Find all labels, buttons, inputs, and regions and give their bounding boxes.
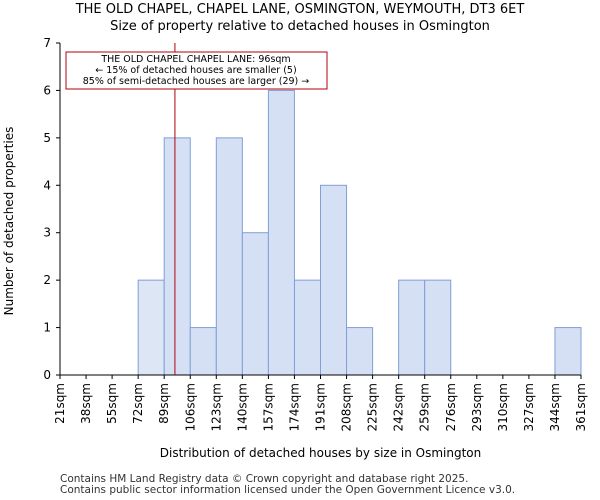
footer-copyright: Contains HM Land Registry data © Crown c… [60,473,469,485]
x-tick-label-72sqm: 72sqm [131,383,145,424]
x-tick-label-327sqm: 327sqm [522,383,536,431]
x-tick-label-344sqm: 344sqm [548,383,562,431]
bar-140sqm [241,232,269,376]
annotation-box [65,51,328,90]
x-tick-label-225sqm: 225sqm [366,383,380,431]
bar-259sqm [424,279,452,376]
y-tick-label-4: 4 [43,178,51,192]
x-tick-label-191sqm: 191sqm [314,383,328,431]
x-tick-label-174sqm: 174sqm [287,383,301,431]
x-tick-label-259sqm: 259sqm [418,383,432,431]
x-tick-label-361sqm: 361sqm [574,383,588,431]
chart-subtitle: Size of property relative to detached ho… [110,19,490,34]
x-tick-label-242sqm: 242sqm [392,383,406,431]
y-tick-label-1: 1 [43,321,51,335]
x-axis-label: Distribution of detached houses by size … [160,446,482,460]
annotation-line-1: THE OLD CHAPEL CHAPEL LANE: 96sqm [100,54,290,65]
y-tick-label-5: 5 [43,131,51,145]
footer-licence: Contains public sector information licen… [60,484,516,496]
chart-title: THE OLD CHAPEL, CHAPEL LANE, OSMINGTON, … [75,2,525,17]
x-tick-label-21sqm: 21sqm [53,383,67,424]
bar-123sqm [215,137,243,376]
x-tick-label-208sqm: 208sqm [340,383,354,431]
bar-208sqm [346,327,374,376]
y-tick-label-0: 0 [43,368,51,382]
annotation-line-3: 85% of semi-detached houses are larger (… [83,76,310,87]
x-tick-label-293sqm: 293sqm [470,383,484,431]
y-tick-label-2: 2 [43,273,51,287]
bar-157sqm [267,89,295,376]
bar-242sqm [398,279,426,376]
x-tick-label-123sqm: 123sqm [209,383,223,431]
x-tick-label-89sqm: 89sqm [157,383,171,424]
x-tick-label-55sqm: 55sqm [105,383,119,424]
bar-72sqm [137,279,165,376]
bar-191sqm [320,184,348,376]
bar-174sqm [293,279,322,376]
bar-106sqm [189,327,217,376]
x-tick-label-140sqm: 140sqm [235,383,249,431]
y-tick-label-3: 3 [43,226,51,240]
x-tick-label-157sqm: 157sqm [261,383,275,431]
bar-89sqm [163,137,191,376]
annotation-line-2: ← 15% of detached houses are smaller (5) [95,65,296,76]
x-tick-label-106sqm: 106sqm [183,383,197,431]
x-tick-label-276sqm: 276sqm [444,383,458,431]
y-tick-label-7: 7 [43,36,51,50]
y-axis-label: Number of detached properties [2,127,16,316]
y-tick-label-6: 6 [43,83,51,97]
x-tick-label-38sqm: 38sqm [79,383,93,424]
bar-344sqm [554,327,582,376]
x-tick-label-310sqm: 310sqm [496,383,510,431]
